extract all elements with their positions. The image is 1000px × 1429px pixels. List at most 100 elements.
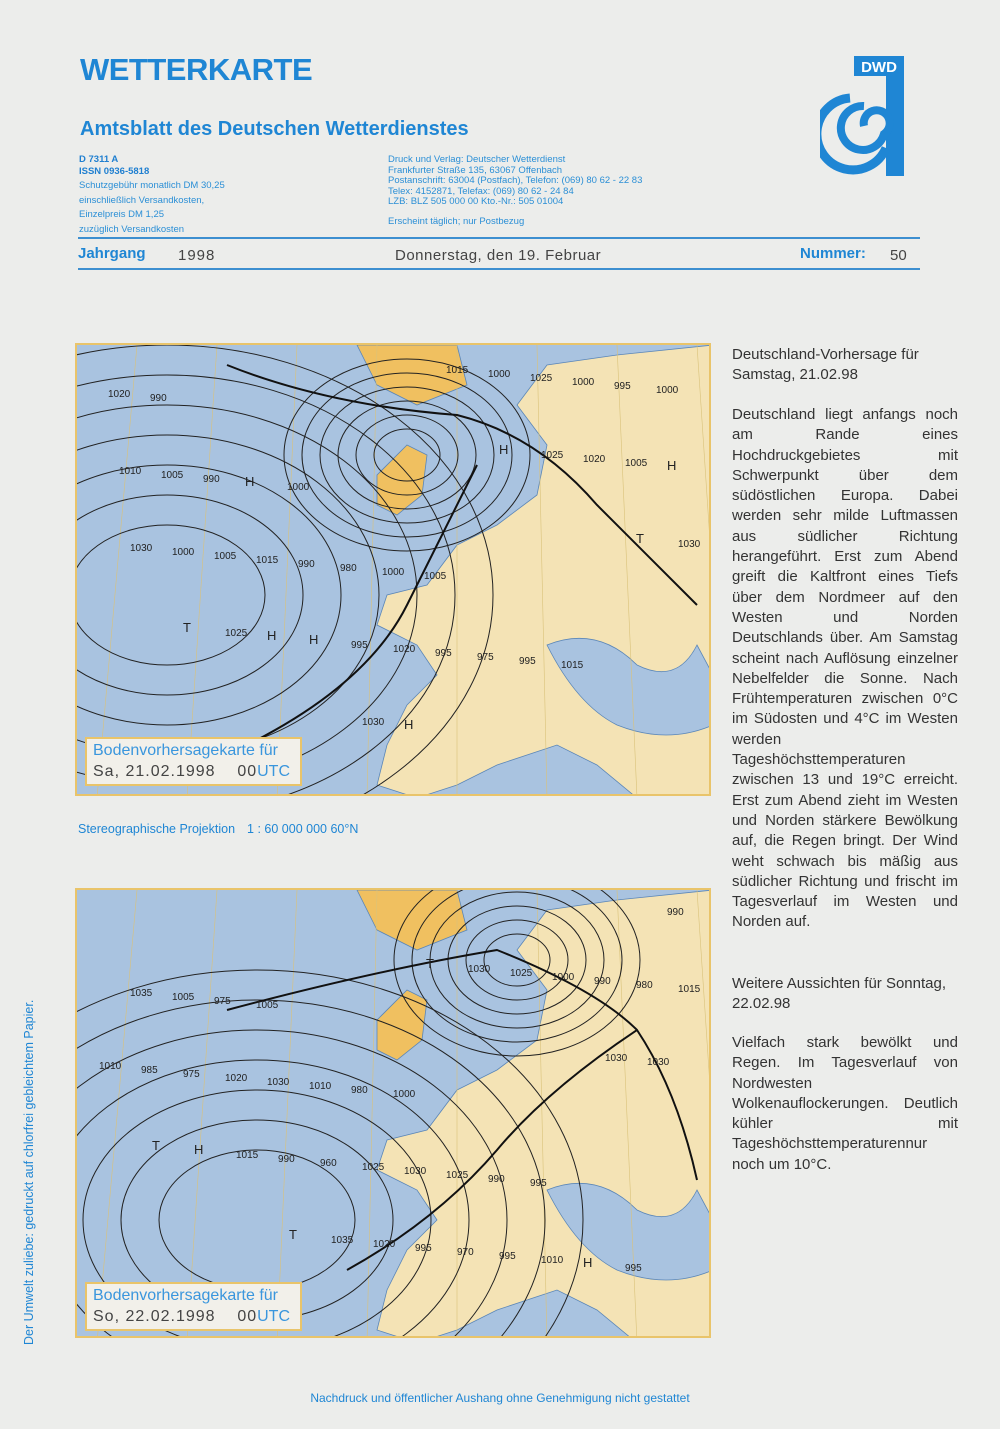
isobar (319, 386, 495, 524)
page-subtitle: Amtsblatt des Deutschen Wetterdienstes (80, 118, 469, 140)
publication-code: D 7311 A (79, 154, 119, 165)
pressure-label: 970 (457, 1247, 474, 1258)
isobar (77, 345, 494, 794)
pressure-label: 1025 (510, 968, 533, 979)
map-graphic: 990 1000 1005 1015 1020 H 1000 995 1000 990 980 975… (77, 345, 709, 794)
pressure-label: 990 (594, 976, 611, 987)
pressure-label: H (267, 628, 276, 643)
pricing-line: Einzelpreis DM 1,25 (79, 209, 165, 220)
pressure-label: 1005 (214, 551, 237, 562)
publisher-line: Druck und Verlag: Deutscher Wetterdienst (388, 154, 566, 165)
pressure-label: 1030 (267, 1077, 290, 1088)
graticule-line (186, 345, 218, 794)
pressure-label: 1035 (130, 988, 153, 999)
graticule-line (696, 890, 709, 1076)
projection-label: Stereographische Projektion (78, 822, 236, 836)
pressure-label: 1030 (130, 543, 153, 554)
pressure-label: 990 (150, 393, 167, 404)
pressure-label: 995 (415, 1243, 432, 1254)
publisher-line: Postanschrift: 63004 (Postfach), Telefon… (388, 175, 643, 186)
pressure-label: 980 (351, 1085, 368, 1096)
pressure-label: 1030 (678, 539, 701, 550)
cold-front (246, 464, 478, 746)
pressure-label: 1010 (309, 1081, 332, 1092)
publisher-line: LZB: BLZ 505 000 00 Kto.-Nr.: 505 01004 (388, 196, 564, 207)
pressure-label: 985 (141, 1065, 158, 1076)
sea-region (546, 637, 709, 736)
pressure-label: 1015 (678, 984, 701, 995)
pressure-label: T (289, 1227, 297, 1242)
pressure-label: 960 (320, 1158, 337, 1169)
pressure-label: 1000 (488, 369, 511, 380)
pressure-label: 995 (625, 1263, 642, 1274)
map-caption: Bodenvorhersagekarte für So, 22.02.1998 … (85, 1282, 303, 1331)
projection-note: Stereographische Projektion 1 : 60 000 00… (78, 822, 358, 836)
isobar (82, 1089, 432, 1336)
page-title: WETTERKARTE (80, 52, 313, 87)
isobar (77, 524, 266, 666)
forecast-map-sunday: 1005 1000 995 990 975 980 990 995 1005 1010 1025 H 1… (75, 888, 711, 1338)
pressure-label: 1025 (530, 373, 553, 384)
pricing-line: einschließlich Versandkosten, (79, 194, 205, 206)
pressure-label: 1015 (256, 555, 279, 566)
pressure-label: H (194, 1142, 203, 1157)
caption-date: Sa, 21.02.1998 (93, 763, 216, 780)
pressure-label: 1005 (625, 458, 648, 469)
graticule-line (616, 890, 637, 1336)
pressure-label: 1015 (561, 660, 584, 671)
pressure-label: 1020 (373, 1239, 396, 1250)
graticule-line (616, 345, 638, 794)
graticule-line (276, 345, 298, 794)
isobar (77, 1059, 470, 1336)
isobar (483, 933, 551, 987)
divider (78, 237, 920, 239)
pressure-label: 995 (519, 656, 536, 667)
caption-time: 00 (237, 1308, 258, 1325)
graticule-line (536, 345, 548, 794)
isobar (77, 494, 304, 696)
pressure-label: 1020 (225, 1073, 248, 1084)
pressure-label: 990 (667, 907, 684, 918)
pressure-label: 990 (488, 1174, 505, 1185)
publisher-info: Druck und Verlag: Deutscher Wetterdienst… (388, 154, 643, 227)
pressure-label: 1020 (393, 644, 416, 655)
map-caption: Bodenvorhersagekarte für Sa, 21.02.1998 … (85, 737, 303, 786)
pressure-label: 980 (340, 563, 357, 574)
isobar (158, 1149, 356, 1291)
pressure-label: H (499, 442, 508, 457)
pressure-label: 1000 (287, 482, 310, 493)
subscription-info: D 7311 A ISSN 0936-5818 Schutzgebühr mon… (79, 153, 225, 237)
pressure-label: H (583, 1255, 592, 1270)
isobar (301, 372, 513, 538)
svg-text:DWD: DWD (861, 59, 897, 76)
pressure-label: 1020 (108, 389, 131, 400)
publisher-line: Frankfurter Straße 135, 63067 Offenbach (388, 164, 563, 176)
pressure-label: H (404, 717, 413, 732)
pressure-label: 975 (183, 1069, 200, 1080)
land-mass (356, 345, 468, 406)
pressure-label: 975 (477, 652, 494, 663)
pressure-label: 1000 (572, 377, 595, 388)
pressure-label: 1025 (225, 628, 248, 639)
forecast-map-saturday: 990 1000 1005 1015 1020 H 1000 995 1000 990 980 975… (75, 343, 711, 796)
caption-title: Bodenvorhersagekarte für (93, 1287, 278, 1304)
pressure-label: 975 (214, 996, 231, 1007)
outlook-heading: Weitere Aussichten für Sonntag, 22.02.98 (732, 975, 947, 1013)
isobar (337, 400, 477, 510)
nummer-value: 50 (890, 247, 907, 264)
pressure-label: 995 (435, 648, 452, 659)
pressure-label: H (245, 474, 254, 489)
isobar (77, 969, 584, 1336)
pressure-label: 1015 (446, 365, 469, 376)
weather-front (226, 364, 698, 606)
isobar (373, 428, 441, 482)
pressure-label: 1030 (605, 1053, 628, 1064)
pressure-label: 1000 (552, 972, 575, 983)
isobar (77, 464, 342, 726)
graticule-line (97, 890, 138, 1336)
pressure-label: 1000 (393, 1089, 416, 1100)
pressure-label: 995 (499, 1251, 516, 1262)
pricing-line: zuzüglich Versandkosten (79, 223, 185, 235)
graticule-line (277, 890, 298, 1336)
forecast-body: Deutschland liegt anfangs noch am Rande … (732, 406, 958, 931)
